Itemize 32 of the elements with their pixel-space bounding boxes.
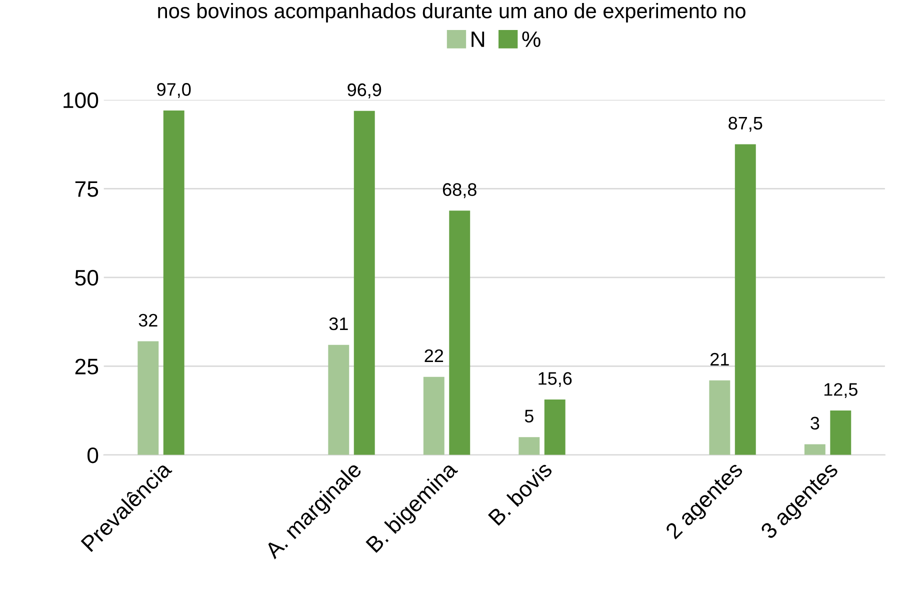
bar — [138, 341, 159, 455]
bar — [449, 210, 470, 455]
legend-label: N — [472, 32, 484, 47]
data-label: 3 — [810, 416, 820, 430]
bar — [423, 376, 444, 455]
bar — [544, 400, 566, 455]
legend-label: % — [522, 31, 540, 47]
bar — [328, 344, 350, 455]
bar — [830, 410, 852, 455]
data-label: 31 — [329, 317, 348, 330]
data-label: 15,6 — [538, 372, 572, 387]
data-label: 87,5 — [728, 116, 762, 132]
y-tick-label: 100 — [64, 92, 98, 108]
bar — [163, 110, 184, 455]
y-tick-label: 0 — [87, 447, 98, 464]
y-tick-label: 50 — [75, 270, 98, 286]
data-label: 22 — [424, 349, 444, 362]
bar — [804, 444, 826, 455]
data-label: 12,5 — [824, 383, 858, 398]
chart-title: nos bovinos acompanhados durante um ano de experimento no — [158, 3, 746, 22]
data-label: 21 — [710, 352, 729, 366]
bar — [734, 144, 756, 455]
data-label: 68,8 — [442, 183, 476, 198]
y-tick-label: 25 — [75, 358, 98, 374]
bar — [709, 380, 730, 455]
data-label: 32 — [138, 314, 158, 327]
data-label: 97,0 — [157, 83, 191, 98]
bar — [518, 437, 540, 455]
data-label: 96,9 — [348, 83, 382, 98]
y-tick-label: 75 — [75, 181, 98, 197]
data-label: 5 — [524, 410, 534, 422]
bar — [354, 110, 375, 455]
